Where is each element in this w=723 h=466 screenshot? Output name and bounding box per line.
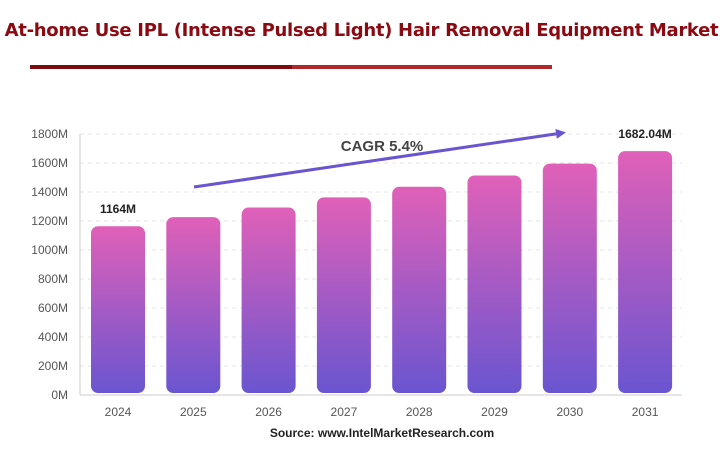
- bar-2026: [241, 207, 296, 393]
- chart-title: At-home Use IPL (Intense Pulsed Light) H…: [4, 20, 719, 41]
- x-tick-label: 2027: [331, 405, 358, 419]
- y-tick-label: 200M: [38, 359, 68, 373]
- x-tick-label: 2030: [556, 405, 583, 419]
- data-label-last: 1682.04M: [618, 127, 671, 141]
- y-tick-label: 400M: [38, 330, 68, 344]
- bar-2024: [91, 226, 145, 393]
- y-tick-label: 1800M: [31, 127, 68, 141]
- y-tick-label: 800M: [38, 272, 68, 286]
- cagr-label: CAGR 5.4%: [341, 138, 424, 155]
- x-tick-label: 2024: [105, 405, 132, 419]
- bar-2027: [316, 197, 371, 393]
- source-label: Source: www.IntelMarketResearch.com: [270, 426, 494, 440]
- x-tick-label: 2025: [180, 405, 207, 419]
- bar-2025: [166, 217, 221, 393]
- y-tick-label: 0M: [51, 388, 68, 402]
- y-tick-label: 1600M: [31, 156, 68, 170]
- y-tick-label: 1200M: [31, 214, 68, 228]
- x-tick-label: 2026: [255, 405, 282, 419]
- x-tick-label: 2028: [406, 405, 433, 419]
- x-tick-label: 2029: [481, 405, 508, 419]
- bar-2029: [467, 175, 522, 393]
- y-tick-label: 600M: [38, 301, 68, 315]
- y-tick-label: 1400M: [31, 185, 68, 199]
- bar-2031: [618, 151, 673, 393]
- x-tick-label: 2031: [632, 405, 659, 419]
- title-underline-light: [292, 65, 552, 69]
- title-underline-dark: [30, 65, 292, 69]
- bar-2028: [392, 186, 447, 393]
- data-label-first: 1164M: [100, 202, 136, 216]
- cagr-arrow: [193, 128, 566, 189]
- y-tick-label: 1000M: [31, 243, 68, 257]
- bar-2030: [542, 163, 597, 393]
